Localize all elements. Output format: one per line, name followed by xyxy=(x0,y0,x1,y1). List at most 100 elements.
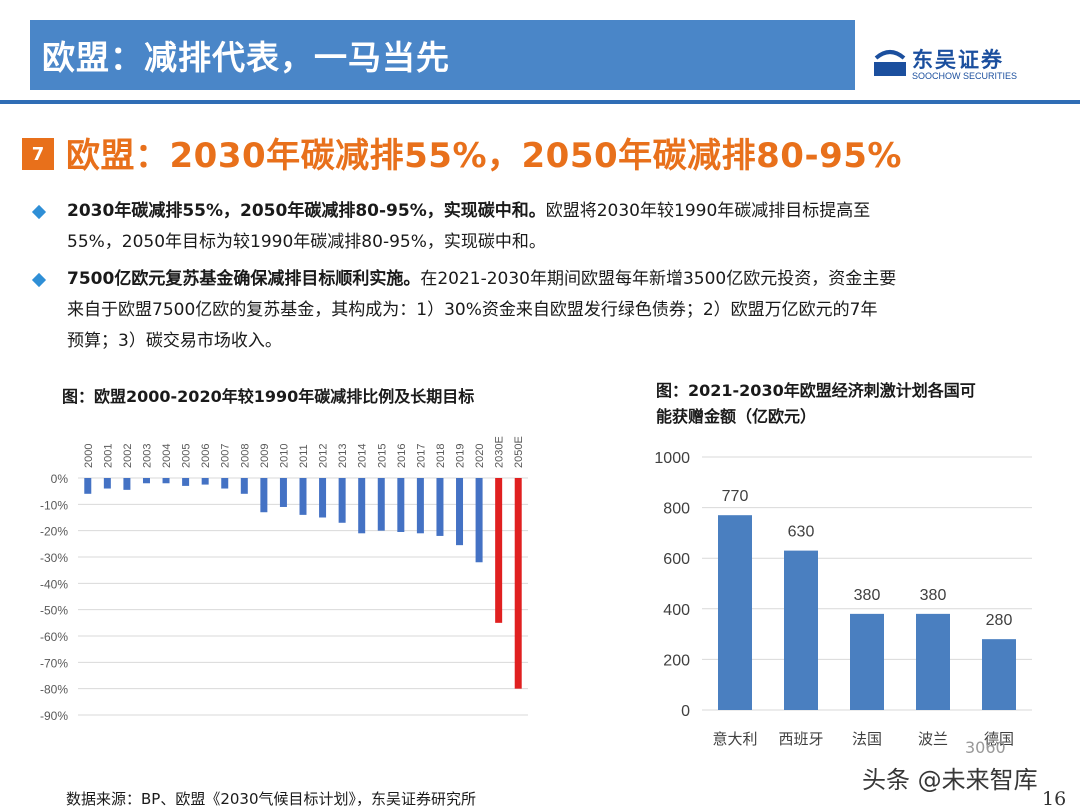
y-tick-label: 800 xyxy=(663,501,690,518)
x-tick-label: 2003 xyxy=(141,444,153,468)
x-tick-label: 西班牙 xyxy=(778,730,823,748)
bar xyxy=(338,478,346,523)
x-tick-label: 波兰 xyxy=(918,730,948,748)
bar xyxy=(495,478,503,623)
bar xyxy=(201,478,209,485)
y-tick-label: -80% xyxy=(40,683,68,697)
bar xyxy=(299,478,307,515)
x-tick-label: 2014 xyxy=(357,444,369,468)
bar xyxy=(718,515,752,710)
bar xyxy=(916,613,950,710)
x-tick-label: 2050E xyxy=(513,436,525,468)
logo-subtitle: SOOCHOW SECURITIES xyxy=(912,71,1018,81)
bullet-bold-text: 2030年碳减排55%，2050年碳减排80-95%，实现碳中和。 xyxy=(67,201,546,221)
x-tick-label: 意大利 xyxy=(712,730,757,748)
data-label: 630 xyxy=(788,524,815,541)
x-tick-label: 2019 xyxy=(455,444,467,468)
x-tick-label: 2004 xyxy=(161,444,173,468)
title-bar: 欧盟：减排代表，一马当先 xyxy=(30,20,855,90)
y-tick-label: -70% xyxy=(40,656,68,670)
y-tick-label: 200 xyxy=(663,652,690,669)
x-tick-label: 2012 xyxy=(318,444,330,468)
x-tick-label: 2009 xyxy=(259,444,271,468)
y-tick-label: 1000 xyxy=(654,450,690,467)
x-tick-label: 2002 xyxy=(122,444,134,468)
x-tick-label: 2011 xyxy=(298,444,310,468)
x-tick-label: 法国 xyxy=(852,730,882,748)
bar xyxy=(416,478,424,534)
bar xyxy=(377,478,385,531)
x-tick-label: 2008 xyxy=(239,444,251,468)
slide-title: 欧盟：减排代表，一马当先 xyxy=(42,38,450,77)
data-label: 280 xyxy=(986,612,1013,629)
bar xyxy=(84,478,92,494)
right-chart-title: 图：2021-2030年欧盟经济刺激计划各国可 能获赠金额（亿欧元） xyxy=(656,378,976,430)
x-tick-label: 2000 xyxy=(83,444,95,468)
y-tick-label: -10% xyxy=(40,498,68,512)
y-tick-label: 600 xyxy=(663,551,690,568)
bar xyxy=(456,478,464,546)
bullet-line: 55%，2050年目标为较1990年碳减排80-95%，实现碳中和。 xyxy=(67,232,546,252)
watermark-tag: 3060 xyxy=(965,738,1006,757)
data-label: 380 xyxy=(920,587,947,604)
diamond-bullet-icon xyxy=(31,272,47,288)
bullet-line: 预算；3）碳交易市场收入。 xyxy=(67,331,282,351)
section-number-badge: 7 xyxy=(22,138,54,170)
y-tick-label: -60% xyxy=(40,630,68,644)
right-chart-title-line: 能获赠金额（亿欧元） xyxy=(656,407,817,426)
y-tick-label: 0 xyxy=(681,703,690,720)
x-tick-label: 2015 xyxy=(376,444,388,468)
bar xyxy=(103,478,111,489)
data-label: 770 xyxy=(722,488,749,505)
bar xyxy=(358,478,366,534)
header-divider xyxy=(0,100,1080,104)
bar xyxy=(279,478,287,507)
diamond-bullet-icon xyxy=(31,204,47,220)
stimulus-allocation-chart: 0 200 400 600 800 1000 770 意大利 630 西班牙 380 法国 380 波兰 2… xyxy=(654,450,1032,748)
x-tick-label: 2007 xyxy=(220,444,232,468)
right-chart-title-line: 图：2021-2030年欧盟经济刺激计划各国可 xyxy=(656,381,976,400)
x-tick-label: 2018 xyxy=(435,444,447,468)
bar xyxy=(514,478,522,689)
x-tick-label: 2020 xyxy=(474,444,486,468)
x-tick-label: 2016 xyxy=(396,444,408,468)
y-tick-label: -20% xyxy=(40,525,68,539)
bar xyxy=(162,478,170,484)
y-tick-label: -30% xyxy=(40,551,68,565)
y-tick-label: 400 xyxy=(663,602,690,619)
x-tick-label: 2001 xyxy=(102,444,114,468)
bar xyxy=(436,478,444,536)
page-number: 16 xyxy=(1042,788,1067,810)
x-tick-label: 2013 xyxy=(337,444,349,468)
bar xyxy=(123,478,131,490)
x-tick-label: 2030E xyxy=(494,436,506,468)
x-tick-label: 2010 xyxy=(278,444,290,468)
bullet-rest-text: 在2021-2030年期间欧盟每年新增3500亿欧元投资，资金主要 xyxy=(420,269,897,289)
logo-name: 东吴证券 xyxy=(912,48,1004,72)
bullet-bold-text: 7500亿欧元复苏基金确保减排目标顺利实施。 xyxy=(67,269,421,289)
x-tick-label: 2006 xyxy=(200,444,212,468)
bar xyxy=(982,639,1016,710)
left-chart-title: 图：欧盟2000-2020年较1990年碳减排比例及长期目标 xyxy=(62,387,475,406)
bar xyxy=(319,478,327,518)
watermark: 头条 @未来智库 xyxy=(862,766,1038,794)
x-tick-label: 德国 xyxy=(984,730,1014,748)
bar xyxy=(240,478,248,494)
y-tick-label: -40% xyxy=(40,577,68,591)
bar xyxy=(475,478,483,563)
bullet-text: 2030年碳减排55%，2050年碳减排80-95%，实现碳中和。欧盟将2030… xyxy=(67,196,1067,258)
bar xyxy=(850,613,884,710)
bar xyxy=(182,478,190,486)
y-tick-label: -90% xyxy=(40,709,68,723)
bullet-rest-text: 欧盟将2030年较1990年碳减排目标提高至 xyxy=(545,201,871,221)
bar xyxy=(221,478,229,489)
bar xyxy=(142,478,150,484)
data-source: 数据来源：BP、欧盟《2030气候目标计划》，东吴证券研究所 xyxy=(66,790,477,808)
bar xyxy=(397,478,405,532)
x-tick-label: 2005 xyxy=(181,444,193,468)
bullet-line: 来自于欧盟7500亿欧的复苏基金，其构成为：1）30%资金来自欧盟发行绿色债券；… xyxy=(67,300,878,320)
bar xyxy=(784,550,818,710)
emission-reduction-chart: 0% -10% -20% -30% -40% -50% -60% -70% -80% -90% 20… xyxy=(40,436,528,723)
section-headline: 欧盟：2030年碳减排55%，2050年碳减排80-95% xyxy=(66,136,902,176)
y-tick-label: -50% xyxy=(40,604,68,618)
